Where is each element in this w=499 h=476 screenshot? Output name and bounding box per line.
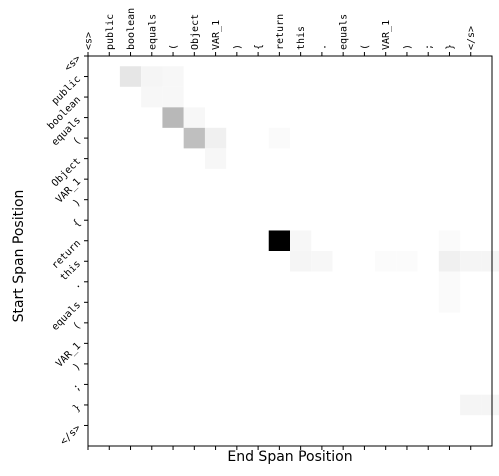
x-tick-label: } (445, 44, 456, 50)
x-tick-label: { (254, 44, 265, 50)
heatmap-cell (460, 251, 482, 272)
x-tick-label: Object (190, 14, 201, 50)
y-tick-labels: <s>publicbooleanequals(ObjectVAR_1){retu… (46, 53, 84, 447)
x-tick-label: return (275, 14, 286, 50)
y-tick-label: ) (71, 197, 83, 209)
y-ticks (84, 55, 88, 426)
heatmap-cell (375, 251, 397, 272)
heatmap-cell (290, 251, 312, 272)
heatmap-cell (141, 86, 163, 108)
heatmap-cell (119, 66, 142, 87)
heatmap-cell (311, 251, 333, 272)
heatmap-cell (396, 251, 418, 272)
x-tick-label: public (105, 14, 116, 50)
x-tick-label: . (317, 44, 328, 50)
x-tick-label: VAR_1 (211, 20, 222, 50)
heatmap-cell (183, 127, 205, 149)
x-tick-labels: <s> public boolean equals ( Object VAR_1) { retu… (84, 8, 478, 50)
y-tick-label: ; (71, 382, 83, 394)
heatmap-cell (204, 127, 227, 149)
x-tick-label: ; (424, 44, 435, 50)
x-tick-label: VAR_1 (381, 20, 392, 50)
x-tick-label: boolean (126, 8, 137, 50)
plot-frame (87, 55, 493, 447)
heatmap-cell (460, 394, 482, 416)
x-ticks (87, 52, 472, 450)
x-tick-label: ( (360, 44, 371, 50)
y-axis-label: Start Span Position (11, 190, 27, 323)
y-tick-label: ( (71, 320, 83, 332)
heatmap-cell (438, 230, 461, 251)
x-tick-label: <s> (84, 32, 95, 50)
x-tick-label: ( (169, 44, 180, 50)
x-tick-label: ) (232, 44, 243, 50)
heatmap-cell (268, 230, 290, 251)
y-tick-label: <s> (63, 53, 84, 74)
y-tick-label: } (71, 402, 83, 414)
heatmap-cell (438, 292, 461, 313)
heatmap-cell (162, 66, 184, 87)
x-axis-label: End Span Position (227, 449, 352, 465)
heatmap-cell (162, 107, 184, 128)
heatmap-cell (290, 230, 312, 251)
heatmap-cell (141, 66, 163, 87)
y-tick-label: { (71, 218, 83, 230)
heatmap-cell (204, 148, 227, 169)
x-tick-label: equals (339, 14, 350, 50)
x-tick-label: ) (402, 44, 413, 50)
heatmap-cell (481, 394, 499, 416)
x-tick-label: this (296, 26, 307, 50)
heatmap-cell (438, 271, 461, 293)
x-tick-label: </s> (466, 26, 477, 50)
heatmap-cell (268, 127, 290, 149)
y-tick-label: </s> (58, 423, 83, 448)
heatmap-cell (438, 251, 461, 272)
heatmap-cell (162, 86, 184, 108)
y-tick-label: . (71, 279, 83, 291)
x-tick-label: equals (147, 14, 158, 50)
y-tick-label: ) (71, 361, 83, 373)
heatmap-cells (119, 66, 499, 416)
y-tick-label: ( (71, 135, 83, 147)
heatmap-cell (183, 107, 205, 128)
heatmap-cell (481, 251, 499, 272)
